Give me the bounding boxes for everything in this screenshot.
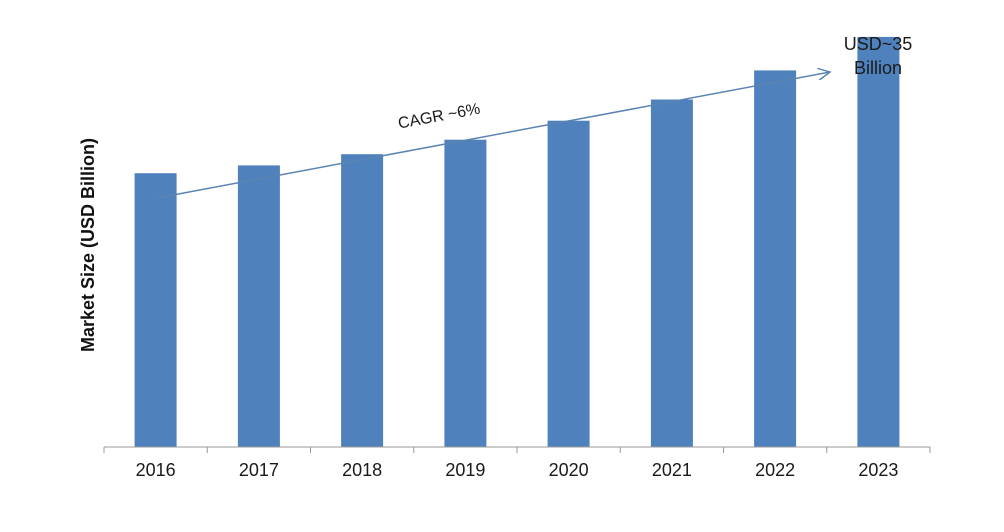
x-tick-label-2016: 2016 xyxy=(136,460,176,480)
bar-2023 xyxy=(857,36,900,448)
bar-2022 xyxy=(754,70,797,448)
cagr-annotation: CAGR ~6% xyxy=(397,101,482,133)
x-axis-tick-labels: 2016 2017 2018 2019 2020 2021 2022 2023 xyxy=(136,460,899,480)
bar-2021 xyxy=(650,99,693,447)
end-value-label-line1: USD~35 xyxy=(844,34,913,54)
x-tick-label-2021: 2021 xyxy=(652,460,692,480)
x-tick-label-2023: 2023 xyxy=(858,460,898,480)
bar-2016 xyxy=(134,173,177,447)
end-value-label-line2: Billion xyxy=(854,58,902,78)
x-tick-label-2019: 2019 xyxy=(445,460,485,480)
y-axis-label: Market Size (USD Billion) xyxy=(78,138,98,352)
bar-2017 xyxy=(237,165,280,447)
bar-2019 xyxy=(444,139,487,447)
bar-2018 xyxy=(341,154,384,447)
x-tick-label-2020: 2020 xyxy=(549,460,589,480)
x-tick-label-2022: 2022 xyxy=(755,460,795,480)
bars-group xyxy=(134,36,900,448)
x-tick-label-2017: 2017 xyxy=(239,460,279,480)
x-axis-ticks xyxy=(103,447,931,453)
cagr-arrow xyxy=(156,72,830,199)
x-tick-label-2018: 2018 xyxy=(342,460,382,480)
bar-2020 xyxy=(547,120,590,447)
